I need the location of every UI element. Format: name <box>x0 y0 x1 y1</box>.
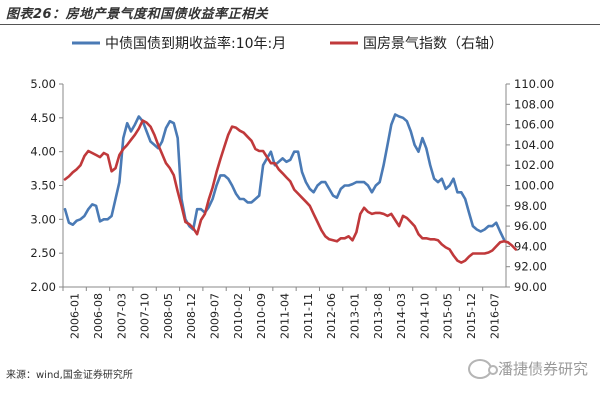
y-right-tick-label: 92.00 <box>514 260 547 274</box>
legend-label: 中债国债到期收益率:10年:月 <box>105 35 286 52</box>
x-tick-label: 2011-11 <box>302 293 315 339</box>
x-tick-label: 2015-05 <box>442 293 455 339</box>
x-tick-label: 2010-02 <box>232 293 245 339</box>
x-tick-label: 2008-12 <box>185 293 198 339</box>
x-tick-label: 2007-03 <box>115 293 128 339</box>
x-tick-label: 2010-09 <box>255 293 268 339</box>
y-left-tick-label: 3.00 <box>30 212 56 226</box>
watermark-text: 潘捷债券研究 <box>497 360 588 378</box>
y-left-tick-label: 2.00 <box>30 280 56 294</box>
x-tick-label: 2016-07 <box>488 293 501 339</box>
x-tick-label: 2007-10 <box>139 293 152 339</box>
y-left-tick-label: 4.00 <box>30 145 56 159</box>
x-tick-label: 2011-04 <box>279 293 292 339</box>
y-left-tick-label: 5.00 <box>30 77 56 91</box>
x-tick-label: 2015-12 <box>465 293 478 339</box>
title-divider <box>0 24 600 25</box>
x-tick-label: 2013-08 <box>372 293 385 339</box>
y-left-tick-label: 2.50 <box>30 246 56 260</box>
x-tick-label: 2014-03 <box>395 293 408 339</box>
y-right-tick-label: 106.00 <box>514 118 554 132</box>
y-left-tick-label: 3.50 <box>30 179 56 193</box>
y-right-tick-label: 100.00 <box>514 179 554 193</box>
y-left-tick-label: 4.50 <box>30 111 56 125</box>
y-right-tick-label: 108.00 <box>514 97 554 111</box>
y-right-tick-label: 110.00 <box>514 77 554 91</box>
y-right-tick-label: 90.00 <box>514 280 547 294</box>
x-tick-label: 2012-06 <box>325 293 338 339</box>
source-note: 来源：wind,国金证券研究所 <box>6 370 133 381</box>
watermark: 潘捷债券研究 <box>467 358 588 379</box>
y-right-tick-label: 104.00 <box>514 138 554 152</box>
x-tick-label: 2014-10 <box>418 293 431 339</box>
y-right-tick-label: 102.00 <box>514 158 554 172</box>
legend-label: 国房景气指数（右轴） <box>363 36 503 52</box>
x-tick-label: 2009-07 <box>209 293 222 339</box>
x-tick-label: 2013-01 <box>348 293 361 339</box>
wechat-icon <box>467 358 498 379</box>
x-tick-label: 2006-01 <box>69 293 82 339</box>
x-tick-label: 2008-05 <box>162 293 175 339</box>
series-line-bond-yield <box>63 113 506 241</box>
y-right-tick-label: 96.00 <box>514 219 547 233</box>
y-right-tick-label: 94.00 <box>514 239 547 253</box>
x-tick-label: 2006-08 <box>92 293 105 339</box>
chart-title: 图表26：房地产景气度和国债收益率正相关 <box>6 7 269 22</box>
series-line-housing-index <box>63 119 518 264</box>
y-right-tick-label: 98.00 <box>514 199 547 213</box>
